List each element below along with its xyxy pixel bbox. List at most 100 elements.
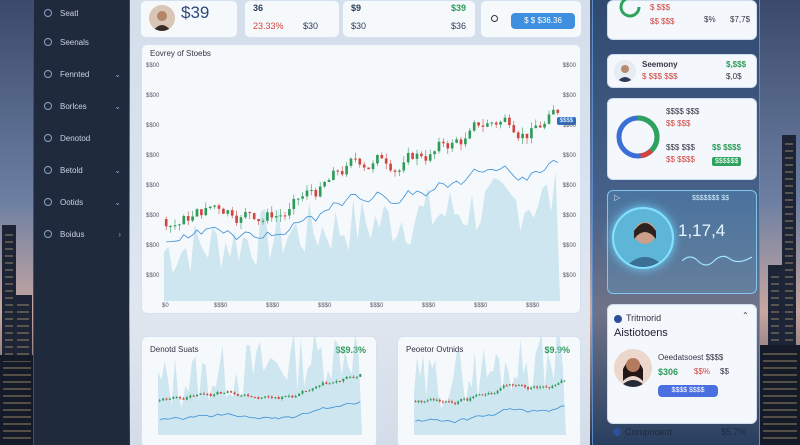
candle [189,395,192,398]
stat-card-1[interactable]: 36 23.33% $30 [244,0,340,38]
candle [533,386,535,388]
sidebar-item-label: Fennted [60,69,90,79]
circle-icon [44,9,52,17]
sidebar-item-2[interactable]: Fennted ⌄ [34,58,129,90]
candle [560,380,563,384]
mini-chart-right[interactable] [398,337,582,445]
candle [490,122,494,124]
donut-card[interactable]: $$$$ $$$ $$ $$$ $$$ $$$ $$ $$$$ $$ $$$$ … [607,98,757,180]
circle-icon [44,166,52,174]
waveform-icon [682,255,752,266]
person-button[interactable]: $$$$ $$$$ [658,385,718,397]
ai-value: 1,17,4 [678,221,726,240]
candle [552,109,555,115]
candle [438,399,441,402]
candle [336,170,340,172]
candle [314,190,318,197]
candle [417,400,420,403]
candle [226,210,230,214]
mini-chart-left[interactable] [142,337,378,445]
candle [288,209,291,216]
candle [475,394,478,397]
candle [327,180,331,182]
candle [502,385,505,389]
candle [415,153,419,159]
candle [380,154,384,159]
candle [481,394,484,396]
candle [208,206,212,208]
candle [301,390,304,394]
section-subtitle: Aistiotoens [614,327,668,339]
candle [261,220,265,222]
candle [323,181,326,187]
stat2-value: $9 [351,3,362,13]
sidebar-item-5[interactable]: Betold ⌄ [34,154,129,186]
candle [455,139,458,143]
sidebar-item-7[interactable]: Boidus › [34,218,129,250]
radio-icon[interactable] [491,15,498,22]
candle [191,216,194,221]
x-tick: $$$0 [318,303,332,309]
info-icon [613,428,621,436]
candle [548,387,551,389]
volume-area [414,337,566,435]
chevron-right-icon: › [118,229,121,239]
sidebar-item-label: Seatl [60,8,79,18]
donut-chart [616,115,660,159]
info-icon [614,315,622,323]
top-right-card[interactable]: $ $$$ $$ $$$ $% $7,7$ [607,0,757,40]
candle [244,212,247,218]
stat2-up: $39 [451,3,467,13]
top-right-b: $$ $$$ [650,17,675,26]
sidebar-item-0[interactable]: Seatl [34,0,129,26]
candle [296,198,300,200]
sidebar-item-1[interactable]: Seenals [34,26,129,58]
candle [389,163,392,171]
x-tick: $0 [162,303,169,309]
y-tick-right: $$00 [562,153,576,159]
donut-c: $$$ $$$ [666,143,695,152]
section-card[interactable]: Tritmorid ⌃ Aistiotoens Oeedatsoest $$$$… [607,304,757,424]
candle [284,396,287,398]
y-tick-right: $$00 [562,183,576,189]
candle [345,376,348,379]
candle [172,397,175,399]
primary-button[interactable]: $ $ $36.36 [511,13,575,29]
stat-card-2[interactable]: $9 $39 $30 $36 [342,0,476,38]
ai-label: $$$$$$$ $$ [692,195,729,202]
sidebar-item-4[interactable]: Denotod [34,122,129,154]
candle [349,158,353,166]
candle [463,398,466,400]
candle [358,158,362,165]
ai-assistant-card[interactable]: ▷ 1,17,4 $$$$$$$ $$ [607,190,757,294]
candle [279,215,282,217]
chevron-up-icon[interactable]: ⌃ [742,311,749,320]
candle [464,138,467,145]
candle [179,396,182,399]
candle [162,398,165,401]
stat2-sub2: $36 [451,21,467,31]
candle [209,394,212,397]
sidebar-item-3[interactable]: Borlces ⌄ [34,90,129,122]
candle [505,385,508,387]
sidebar-item-6[interactable]: Ootids ⌄ [34,186,129,218]
candle [433,151,436,155]
candle [442,141,445,144]
candle [185,397,188,400]
candle [493,393,496,395]
candle [267,396,270,398]
chart-price-badge: $$$$ [556,117,576,125]
profile-card[interactable]: Seemony $ $$$ $$$ $,$$$ $,0$ [607,54,757,88]
candle [247,394,250,397]
candle [454,402,456,405]
candle [270,396,273,399]
candle [236,393,239,396]
play-icon[interactable]: ▷ [614,193,621,202]
user-summary-card[interactable]: $39 [140,0,238,38]
donut-d: $$ $$$$ [666,155,695,164]
circle-icon [44,102,52,110]
candle [257,397,260,399]
candle [235,215,238,223]
candlestick-chart[interactable] [142,45,582,315]
candle [468,130,472,139]
